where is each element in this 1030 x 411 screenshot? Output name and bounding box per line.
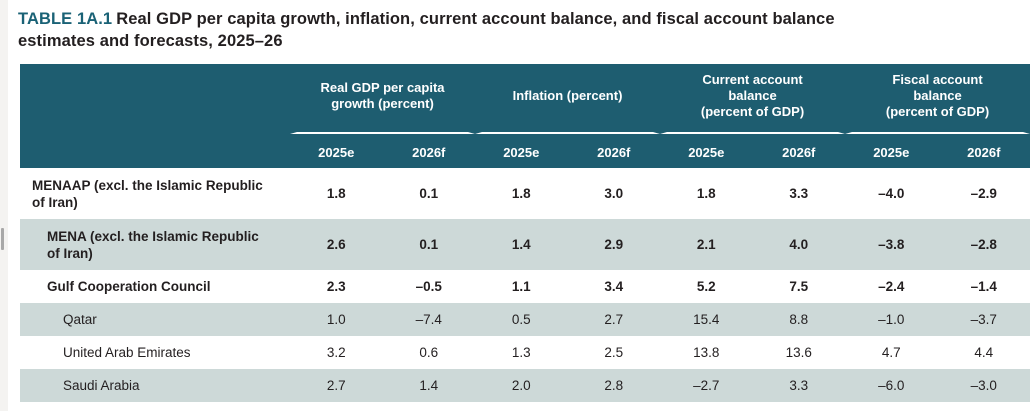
table-row-gcc: Gulf Cooperation Council 2.3 –0.5 1.1 3.… — [20, 270, 1030, 303]
cell-value: –2.7 — [660, 369, 753, 402]
cell-value: –1.4 — [937, 270, 1030, 303]
cell-value: 0.1 — [382, 168, 476, 219]
header-current-2025e: 2025e — [660, 134, 753, 168]
row-label: MENAAP (excl. the Islamic Republic of Ir… — [20, 168, 290, 219]
cell-value: –6.0 — [845, 369, 938, 402]
table-header: Real GDP per capita growth (percent) Inf… — [20, 64, 1030, 168]
cell-value: 1.8 — [660, 168, 753, 219]
table-row-saudi-arabia: Saudi Arabia 2.7 1.4 2.0 2.8 –2.7 3.3 –6… — [20, 369, 1030, 402]
cell-value: 2.3 — [290, 270, 383, 303]
cell-value: –7.4 — [382, 303, 476, 336]
cell-value: 4.7 — [845, 336, 938, 369]
year-header-row: 2025e 2026f 2025e 2026f 2025e 2026f 2025… — [20, 134, 1030, 168]
table-title-text: Real GDP per capita growth, inflation, c… — [18, 10, 835, 50]
cell-value: 8.8 — [752, 303, 846, 336]
cell-value: 13.8 — [660, 336, 753, 369]
header-fiscal-2026f: 2026f — [937, 134, 1030, 168]
table-row-qatar: Qatar 1.0 –7.4 0.5 2.7 15.4 8.8 –1.0 –3.… — [20, 303, 1030, 336]
row-label: United Arab Emirates — [20, 336, 290, 369]
column-group-real-gdp: Real GDP per capita growth (percent) — [290, 64, 476, 134]
table-number: TABLE 1A.1 — [18, 10, 113, 28]
cell-value: –2.9 — [937, 168, 1030, 219]
cell-value: –3.0 — [937, 369, 1030, 402]
cell-value: –3.7 — [937, 303, 1030, 336]
cell-value: 2.0 — [475, 369, 568, 402]
column-group-fiscal-account: Fiscal account balance (percent of GDP) — [845, 64, 1030, 134]
cell-value: 1.1 — [475, 270, 568, 303]
header-fiscal-2025e: 2025e — [845, 134, 938, 168]
table-row-uae: United Arab Emirates 3.2 0.6 1.3 2.5 13.… — [20, 336, 1030, 369]
cell-value: 0.5 — [475, 303, 568, 336]
scrollbar-fragment — [1, 228, 4, 250]
header-gdp-2026f: 2026f — [382, 134, 476, 168]
row-label: Qatar — [20, 303, 290, 336]
page-edge-strip — [0, 0, 8, 411]
table-body: MENAAP (excl. the Islamic Republic of Ir… — [20, 168, 1030, 402]
header-gdp-2025e: 2025e — [290, 134, 383, 168]
data-table: Real GDP per capita growth (percent) Inf… — [20, 64, 1030, 402]
row-label-column-header — [20, 64, 290, 168]
header-inflation-2026f: 2026f — [567, 134, 661, 168]
cell-value: 3.3 — [752, 168, 846, 219]
cell-value: 1.0 — [290, 303, 383, 336]
cell-value: –3.8 — [845, 219, 938, 270]
cell-value: 2.9 — [567, 219, 661, 270]
cell-value: 2.7 — [290, 369, 383, 402]
cell-value: 2.1 — [660, 219, 753, 270]
cell-value: 1.4 — [382, 369, 476, 402]
cell-value: 3.3 — [752, 369, 846, 402]
cell-value: 3.0 — [567, 168, 661, 219]
cell-value: 0.1 — [382, 219, 476, 270]
cell-value: 5.2 — [660, 270, 753, 303]
cell-value: 3.4 — [567, 270, 661, 303]
cell-value: 7.5 — [752, 270, 846, 303]
row-label: Saudi Arabia — [20, 369, 290, 402]
cell-value: 1.8 — [475, 168, 568, 219]
table-row-menaap: MENAAP (excl. the Islamic Republic of Ir… — [20, 168, 1030, 219]
cell-value: 1.8 — [290, 168, 383, 219]
cell-value: 2.7 — [567, 303, 661, 336]
row-label: MENA (excl. the Islamic Republic of Iran… — [20, 219, 290, 270]
column-group-current-account: Current account balance (percent of GDP) — [660, 64, 846, 134]
table-title: TABLE 1A.1 Real GDP per capita growth, in… — [18, 8, 1020, 52]
cell-value: 3.2 — [290, 336, 383, 369]
cell-value: –2.8 — [937, 219, 1030, 270]
table-row-mena: MENA (excl. the Islamic Republic of Iran… — [20, 219, 1030, 270]
cell-value: 13.6 — [752, 336, 846, 369]
cell-value: 2.8 — [567, 369, 661, 402]
cell-value: 2.5 — [567, 336, 661, 369]
cell-value: 4.4 — [937, 336, 1030, 369]
header-current-2026f: 2026f — [752, 134, 846, 168]
cell-value: 1.4 — [475, 219, 568, 270]
cell-value: –1.0 — [845, 303, 938, 336]
cell-value: 1.3 — [475, 336, 568, 369]
column-group-row: Real GDP per capita growth (percent) Inf… — [20, 64, 1030, 168]
cell-value: 2.6 — [290, 219, 383, 270]
column-group-inflation: Inflation (percent) — [475, 64, 661, 134]
header-inflation-2025e: 2025e — [475, 134, 568, 168]
cell-value: –4.0 — [845, 168, 938, 219]
cell-value: 15.4 — [660, 303, 753, 336]
cell-value: –2.4 — [845, 270, 938, 303]
cell-value: 4.0 — [752, 219, 846, 270]
cell-value: 0.6 — [382, 336, 476, 369]
cell-value: –0.5 — [382, 270, 476, 303]
row-label: Gulf Cooperation Council — [20, 270, 290, 303]
